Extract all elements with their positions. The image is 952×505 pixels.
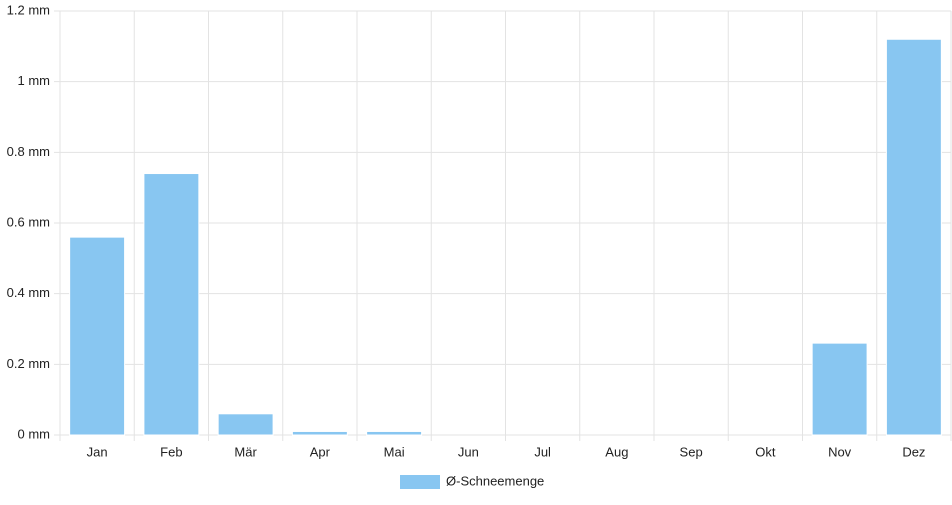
bar xyxy=(811,342,868,436)
bar xyxy=(366,430,423,436)
bar xyxy=(69,236,126,436)
x-tick-label: Sep xyxy=(680,444,703,459)
x-tick-label: Apr xyxy=(310,444,331,459)
x-tick-label: Jan xyxy=(87,444,108,459)
x-tick-label: Jul xyxy=(534,444,551,459)
y-tick-label: 0.2 mm xyxy=(7,356,50,371)
legend-swatch xyxy=(400,475,440,489)
y-tick-label: 0 mm xyxy=(18,426,51,441)
bar xyxy=(291,430,348,436)
x-tick-label: Aug xyxy=(605,444,628,459)
bar xyxy=(217,413,274,436)
y-tick-label: 1.2 mm xyxy=(7,2,50,17)
bar xyxy=(143,173,200,436)
bar xyxy=(885,38,942,436)
legend-label: Ø-Schneemenge xyxy=(446,473,544,488)
y-tick-label: 0.8 mm xyxy=(7,144,50,159)
y-tick-label: 0.6 mm xyxy=(7,214,50,229)
x-tick-label: Dez xyxy=(902,444,925,459)
x-tick-label: Feb xyxy=(160,444,182,459)
x-tick-label: Jun xyxy=(458,444,479,459)
x-tick-label: Nov xyxy=(828,444,852,459)
y-tick-label: 1 mm xyxy=(18,73,51,88)
x-tick-label: Okt xyxy=(755,444,776,459)
x-tick-label: Mär xyxy=(234,444,257,459)
y-tick-label: 0.4 mm xyxy=(7,285,50,300)
x-tick-label: Mai xyxy=(384,444,405,459)
